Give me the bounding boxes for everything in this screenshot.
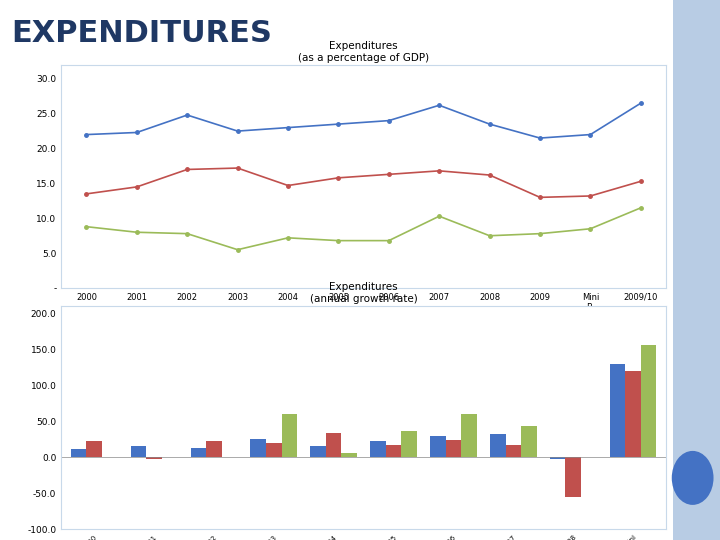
Recurrent Expenditures bbox=[183, 166, 192, 173]
Bar bbox=[266, 443, 282, 457]
Development Expenditures bbox=[435, 213, 444, 219]
Recurrent Expenditures bbox=[233, 165, 242, 171]
Recurrent Expenditures bbox=[485, 172, 494, 178]
Total Expenditure bbox=[586, 131, 595, 138]
Bar bbox=[386, 445, 401, 457]
Bar bbox=[86, 441, 102, 457]
Total Expenditure bbox=[233, 128, 242, 134]
Bar bbox=[206, 441, 222, 457]
Development Expenditures bbox=[132, 229, 141, 235]
Bar bbox=[191, 448, 206, 457]
Development Expenditures bbox=[636, 205, 645, 211]
Bar bbox=[446, 440, 462, 457]
Bar bbox=[641, 345, 657, 457]
Development Expenditures bbox=[183, 231, 192, 237]
Total Expenditure bbox=[82, 131, 91, 138]
Total Expenditure bbox=[536, 135, 544, 141]
Development Expenditures bbox=[384, 238, 393, 244]
Bar bbox=[610, 363, 625, 457]
Total Expenditure bbox=[334, 121, 343, 127]
Recurrent Expenditures bbox=[334, 174, 343, 181]
Bar bbox=[130, 447, 146, 457]
Development Expenditures bbox=[284, 234, 292, 241]
Recurrent Expenditures bbox=[132, 184, 141, 190]
Total Expenditure bbox=[384, 117, 393, 124]
Total Expenditure bbox=[435, 102, 444, 109]
Total Expenditure bbox=[636, 100, 645, 106]
Bar bbox=[282, 414, 297, 457]
Bar bbox=[251, 439, 266, 457]
Title: Expenditures
(annual growth rate): Expenditures (annual growth rate) bbox=[310, 282, 418, 304]
Bar bbox=[505, 445, 521, 457]
Bar bbox=[341, 453, 357, 457]
Line: Development Expenditures: Development Expenditures bbox=[85, 206, 642, 252]
Recurrent Expenditures bbox=[636, 178, 645, 185]
Bar bbox=[71, 449, 86, 457]
Bar bbox=[462, 414, 477, 457]
Total Expenditure bbox=[132, 129, 141, 136]
Title: Expenditures
(as a percentage of GDP): Expenditures (as a percentage of GDP) bbox=[298, 41, 429, 63]
Bar bbox=[490, 434, 505, 457]
Recurrent Expenditures bbox=[82, 191, 91, 197]
Text: EXPENDITURES: EXPENDITURES bbox=[11, 19, 271, 48]
Recurrent Expenditures bbox=[536, 194, 544, 200]
Bar bbox=[310, 447, 326, 457]
Line: Recurrent Expenditures: Recurrent Expenditures bbox=[85, 166, 642, 199]
Recurrent Expenditures bbox=[586, 193, 595, 199]
Line: Total Expenditure: Total Expenditure bbox=[85, 102, 642, 140]
Recurrent Expenditures bbox=[284, 183, 292, 189]
Bar bbox=[430, 436, 446, 457]
Bar bbox=[370, 441, 386, 457]
Development Expenditures bbox=[82, 224, 91, 230]
Total Expenditure bbox=[284, 124, 292, 131]
Bar bbox=[401, 430, 417, 457]
Bar bbox=[565, 457, 581, 497]
Development Expenditures bbox=[485, 233, 494, 239]
Development Expenditures bbox=[536, 231, 544, 237]
Total Expenditure bbox=[183, 112, 192, 118]
Development Expenditures bbox=[233, 246, 242, 253]
Recurrent Expenditures bbox=[435, 167, 444, 174]
Total Expenditure bbox=[485, 121, 494, 127]
Bar bbox=[625, 371, 641, 457]
Recurrent Expenditures bbox=[384, 171, 393, 178]
Bar bbox=[550, 457, 565, 460]
Bar bbox=[521, 426, 536, 457]
Legend: Total Expenditure, Recurrent Expenditures, Development Expenditures: Total Expenditure, Recurrent Expenditure… bbox=[78, 353, 441, 369]
Development Expenditures bbox=[586, 226, 595, 232]
Bar bbox=[146, 457, 162, 458]
Development Expenditures bbox=[334, 238, 343, 244]
Bar bbox=[326, 434, 341, 457]
